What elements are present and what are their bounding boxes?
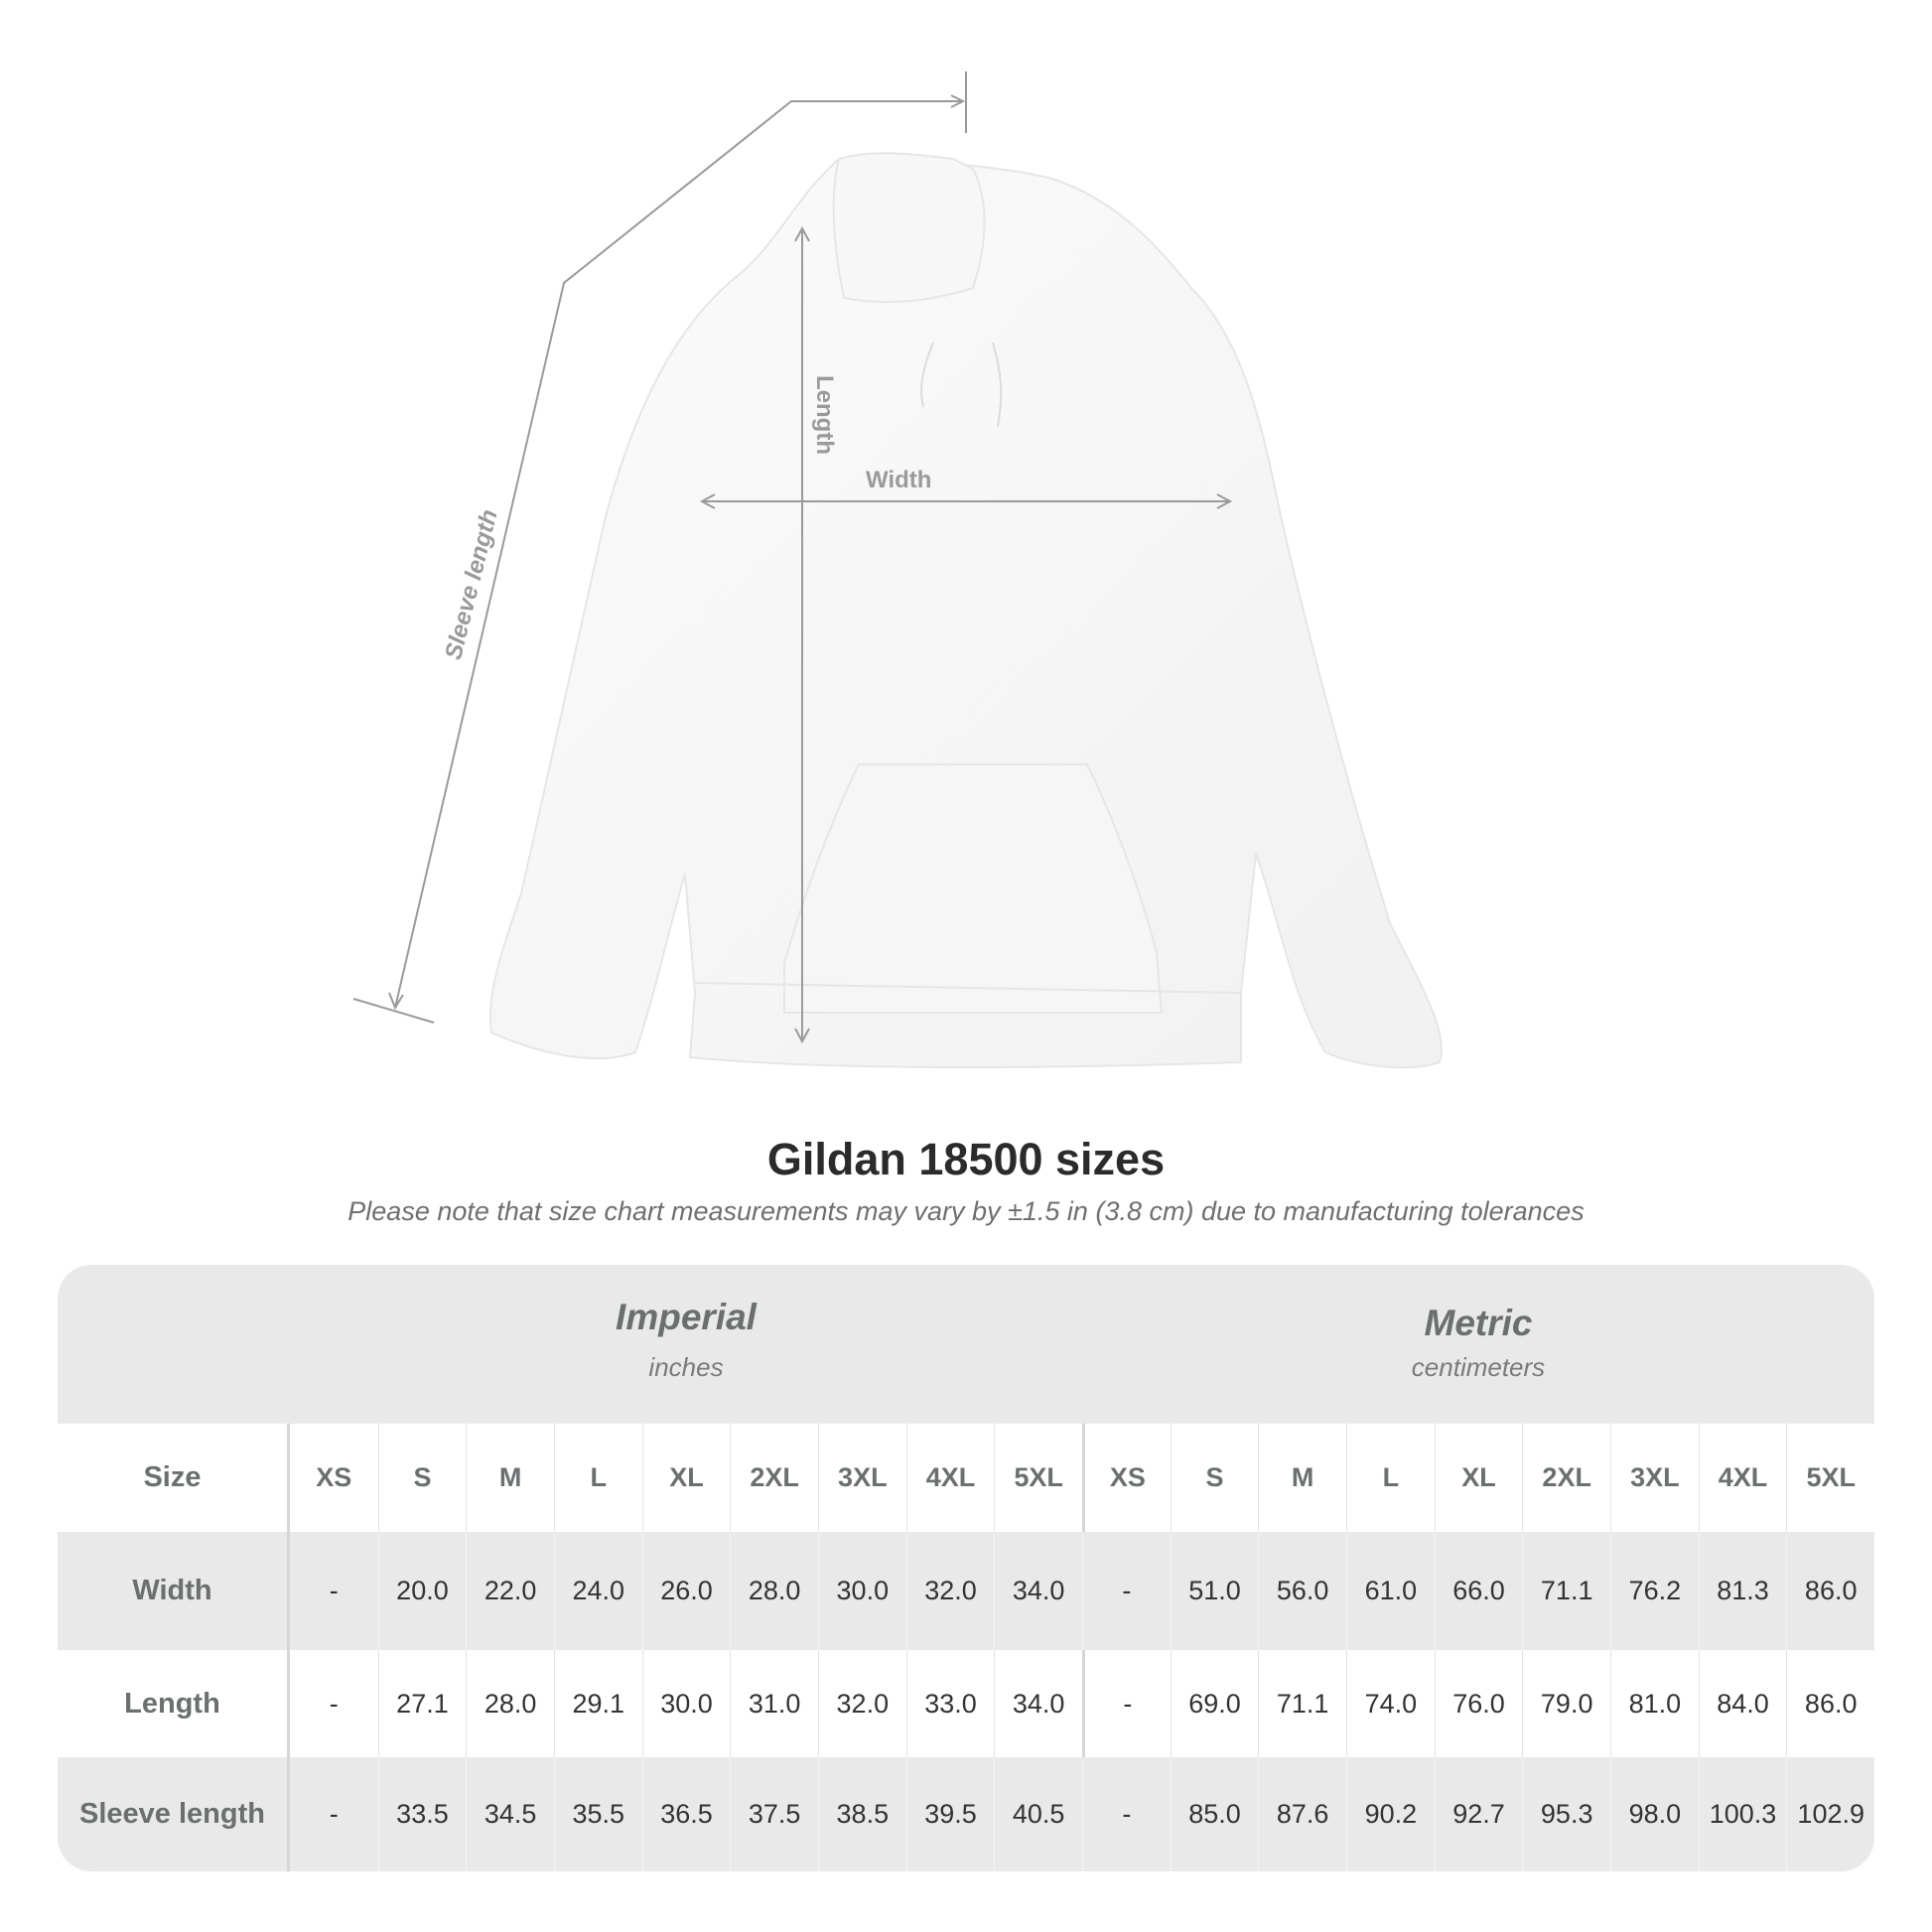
value-cell: 56.0 [1258, 1532, 1346, 1650]
metric-unit: centimeters [1411, 1352, 1546, 1382]
hoodie-image [489, 152, 1443, 1069]
value-cell: - [1082, 1757, 1171, 1871]
size-header-cell: 5XL [994, 1424, 1082, 1532]
size-row: Size XS S M L XL 2XL 3XL 4XL 5XL XS S M L XL 2XL 3XL 4XL… [58, 1424, 1874, 1532]
imperial-title: Imperial [616, 1297, 757, 1337]
value-cell: - [329, 1576, 339, 1605]
imperial-header: Imperial inches [290, 1265, 1082, 1455]
value-cell: 90.2 [1346, 1757, 1435, 1871]
value-cell: 84.0 [1698, 1650, 1787, 1757]
value-cell: 79.0 [1522, 1650, 1610, 1757]
value-cell: 37.5 [730, 1757, 818, 1871]
size-header-cell: S [1170, 1424, 1259, 1532]
value-cell: 33.0 [905, 1650, 995, 1757]
size-header-cell: 2XL [1522, 1424, 1610, 1532]
value-cell: 32.0 [817, 1650, 906, 1757]
value-cell: 34.0 [994, 1650, 1082, 1757]
value-cell: 24.0 [553, 1532, 642, 1650]
value-cell: 33.5 [377, 1757, 467, 1871]
value-cell: 74.0 [1346, 1650, 1435, 1757]
value-cell: 30.0 [817, 1532, 906, 1650]
value-cell: 32.0 [905, 1532, 995, 1650]
value-cell: 28.0 [466, 1650, 554, 1757]
value-cell: 81.0 [1610, 1650, 1699, 1757]
value-cell: 66.0 [1434, 1532, 1523, 1650]
size-header-cell: 3XL [1610, 1424, 1699, 1532]
size-header-cell: M [1258, 1424, 1346, 1532]
measurement-lines [352, 71, 1233, 1044]
size-header-cell: XL [1434, 1424, 1523, 1532]
width-label: Width [866, 467, 932, 493]
value-cell: 36.5 [641, 1757, 731, 1871]
table-row: Width -20.0 22.0 24.0 26.0 28.0 30.0 32.0 34.0-5… [58, 1532, 1874, 1650]
value-cell: 27.1 [377, 1650, 467, 1757]
size-header-cell: 3XL [817, 1424, 906, 1532]
size-header-cell: XL [641, 1424, 731, 1532]
value-cell: 35.5 [553, 1757, 642, 1871]
size-header-cell: XS [316, 1462, 352, 1492]
row-label: Sleeve length [58, 1757, 290, 1871]
value-cell: 20.0 [377, 1532, 467, 1650]
sleeve-length-line [394, 100, 963, 1009]
metric-header: Metric centimeters [1082, 1265, 1874, 1461]
value-cell: - [1082, 1532, 1171, 1650]
size-header-cell: 4XL [905, 1424, 995, 1532]
value-cell: 95.3 [1522, 1757, 1610, 1871]
value-cell: 85.0 [1170, 1757, 1259, 1871]
size-header-cell: 2XL [730, 1424, 818, 1532]
value-cell: 30.0 [641, 1650, 731, 1757]
value-cell: 100.3 [1698, 1757, 1787, 1871]
value-cell: 61.0 [1346, 1532, 1435, 1650]
value-cell: 92.7 [1434, 1757, 1523, 1871]
value-cell: 29.1 [553, 1650, 642, 1757]
value-cell: 34.0 [994, 1532, 1082, 1650]
tolerance-note: Please note that size chart measurements… [347, 1196, 1585, 1226]
value-cell: 40.5 [994, 1757, 1082, 1871]
value-cell: 22.0 [466, 1532, 554, 1650]
value-cell: 69.0 [1170, 1650, 1259, 1757]
size-table: Imperial inches Metric centimeters Size … [58, 1265, 1874, 1871]
value-cell: 71.1 [1522, 1532, 1610, 1650]
table-row: Sleeve length - 33.5 34.5 35.5 36.5 37.5 38.5 39… [58, 1757, 1874, 1871]
size-label: Size [58, 1424, 290, 1532]
value-cell: 86.0 [1786, 1650, 1874, 1757]
value-cell: 28.0 [730, 1532, 818, 1650]
row-label: Width [58, 1532, 290, 1650]
table-row: Length -27.1 28.0 29.1 30.0 31.0 32.0 33.0 34.0-… [58, 1650, 1874, 1757]
value-cell: 38.5 [817, 1757, 906, 1871]
imperial-unit: inches [648, 1352, 724, 1382]
value-cell: 76.0 [1434, 1650, 1523, 1757]
size-header-cell: 4XL [1698, 1424, 1787, 1532]
row-label: Length [58, 1650, 290, 1757]
size-header-cell: L [1346, 1424, 1435, 1532]
length-label: Length [810, 375, 838, 455]
size-header-cell: XS [1082, 1424, 1171, 1532]
value-cell: 86.0 [1786, 1532, 1874, 1650]
value-cell: 81.3 [1698, 1532, 1787, 1650]
value-cell: 71.1 [1258, 1650, 1346, 1757]
value-cell: - [329, 1688, 339, 1719]
page-title: Gildan 18500 sizes [766, 1134, 1166, 1184]
value-cell: 34.5 [466, 1757, 554, 1871]
value-cell: 31.0 [730, 1650, 818, 1757]
hoodie-diagram [352, 71, 1443, 1069]
value-cell: - [1082, 1650, 1171, 1757]
size-header-cell: L [553, 1424, 642, 1532]
metric-title: Metric [1424, 1303, 1533, 1343]
value-cell: 98.0 [1610, 1757, 1699, 1871]
value-cell: - [329, 1799, 339, 1829]
value-cell: 76.2 [1610, 1532, 1699, 1650]
value-cell: 87.6 [1258, 1757, 1346, 1871]
value-cell: 51.0 [1170, 1532, 1259, 1650]
size-header-cell: S [377, 1424, 467, 1532]
value-cell: 39.5 [905, 1757, 995, 1871]
value-cell: 26.0 [641, 1532, 731, 1650]
size-header-cell: 5XL [1786, 1424, 1874, 1532]
value-cell: 102.9 [1786, 1757, 1874, 1871]
size-header-cell: M [466, 1424, 554, 1532]
